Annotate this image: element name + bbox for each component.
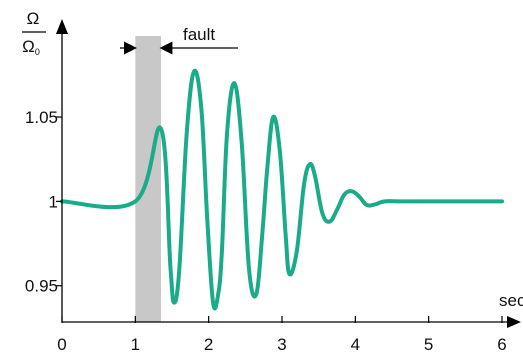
x-tick-label: 0 — [57, 335, 66, 354]
series-line — [60, 68, 504, 311]
x-tick-label: 5 — [424, 335, 433, 354]
y-tick-label: 1.05 — [25, 108, 58, 127]
fault-annotation: fault — [120, 25, 238, 55]
y-label-denominator: Ω0 — [22, 37, 40, 57]
y-label-numerator: Ω — [27, 9, 40, 28]
y-axis-label: Ω Ω0 — [22, 9, 46, 57]
x-ticks: 0 1 2 3 4 5 6 — [57, 316, 507, 354]
fault-label: fault — [183, 25, 215, 44]
x-tick-label: 1 — [131, 335, 140, 354]
x-tick-label: 6 — [497, 335, 506, 354]
y-tick-label: 1 — [49, 192, 58, 211]
y-axis-arrow-icon — [56, 19, 68, 34]
x-tick-label: 3 — [277, 335, 286, 354]
x-tick-label: 4 — [351, 335, 360, 354]
x-axis-label: sec — [499, 291, 523, 310]
x-tick-label: 2 — [204, 335, 213, 354]
y-ticks: 1.05 1 0.95 — [25, 108, 62, 296]
x-axis-arrow-icon — [507, 316, 521, 328]
y-tick-label: 0.95 — [25, 277, 58, 296]
